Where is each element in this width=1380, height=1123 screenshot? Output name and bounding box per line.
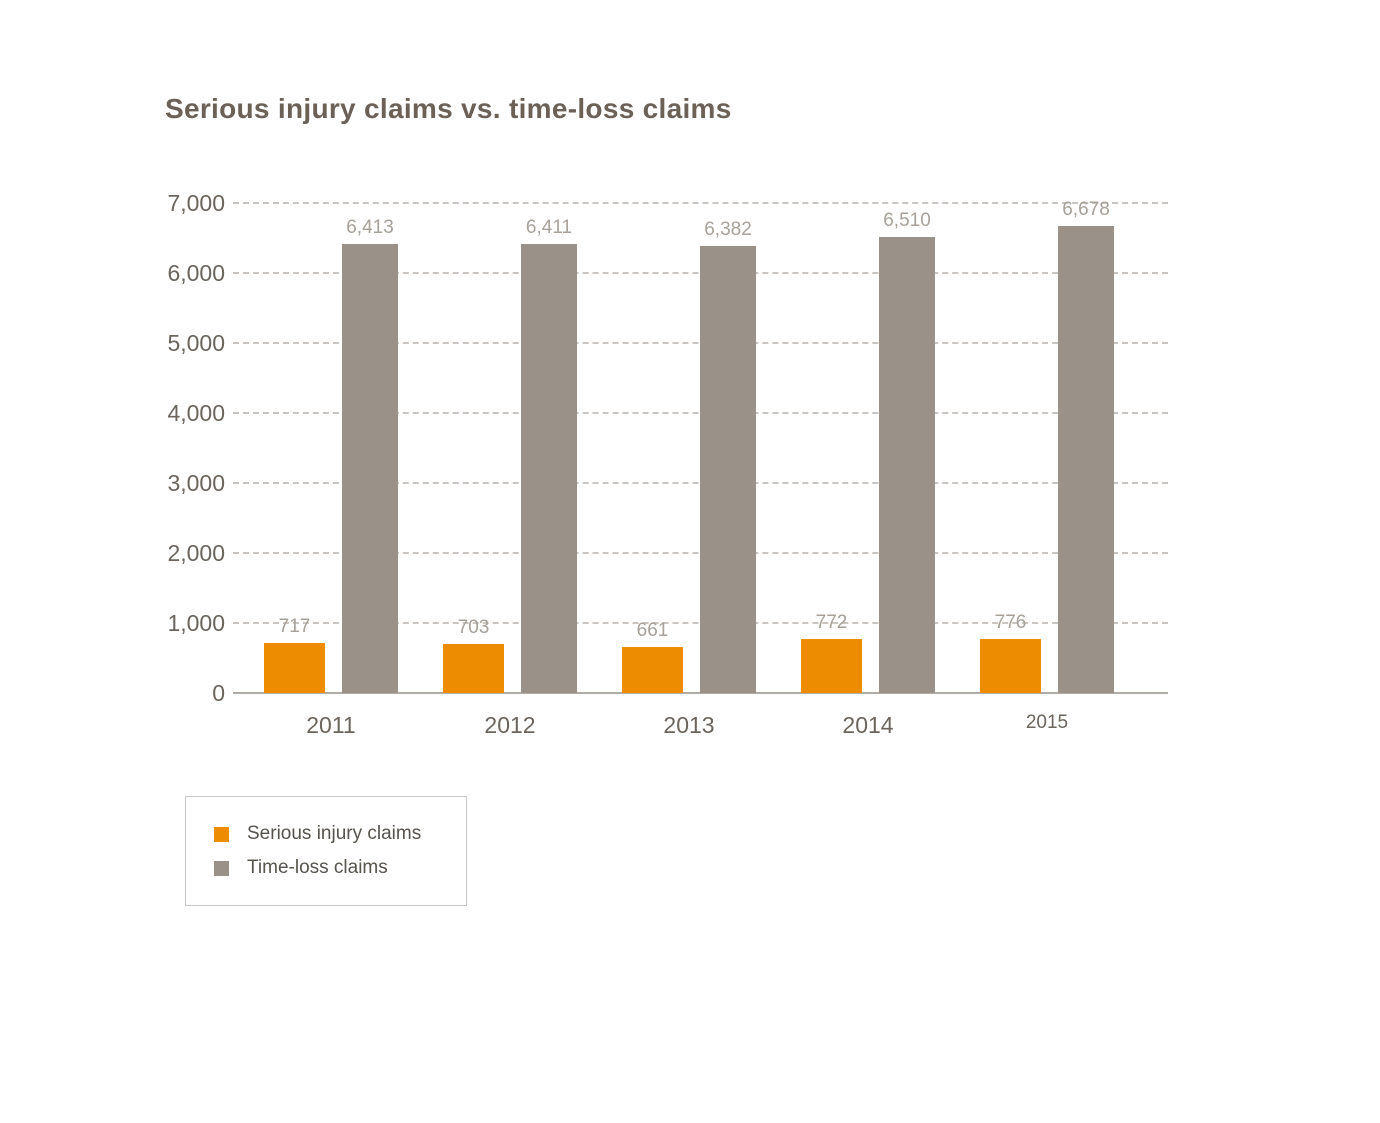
value-label-serious-injury-claims-2014: 772 — [815, 611, 848, 633]
value-label-time-loss-claims-2012: 6,411 — [525, 217, 573, 239]
bar-serious-injury-claims-2014 — [801, 638, 862, 693]
legend-label-serious-injury-claims: Serious injury claims — [247, 823, 422, 844]
x-axis-label-2013: 2013 — [663, 712, 715, 738]
legend-swatch-time-loss-claims-icon — [214, 860, 229, 876]
bar-serious-injury-claims-2012 — [443, 643, 504, 693]
bar-time-loss-claims-2011 — [342, 244, 398, 693]
x-axis-label-2015: 2015 — [1025, 712, 1069, 733]
bar-serious-injury-claims-2011 — [264, 642, 325, 693]
y-axis-tick-label: 4,000 — [167, 400, 225, 426]
y-axis-tick-label: 2,000 — [167, 540, 225, 566]
bar-time-loss-claims-2013 — [700, 246, 756, 693]
value-label-serious-injury-claims-2015: 776 — [994, 611, 1027, 633]
x-axis-line — [233, 692, 1168, 694]
value-label-serious-injury-claims-2011: 717 — [278, 615, 311, 637]
legend-box: Serious injury claims Time-loss claims — [185, 796, 467, 906]
value-label-time-loss-claims-2014: 6,510 — [883, 210, 931, 232]
value-label-time-loss-claims-2013: 6,382 — [704, 219, 752, 241]
x-axis-label-2012: 2012 — [484, 712, 536, 738]
value-label-serious-injury-claims-2012: 703 — [457, 616, 490, 638]
chart-title: Serious injury claims vs. time-loss clai… — [165, 93, 732, 124]
x-axis-label-2014: 2014 — [842, 712, 894, 738]
value-label-time-loss-claims-2011: 6,413 — [346, 217, 394, 239]
value-label-serious-injury-claims-2013: 661 — [636, 619, 669, 641]
x-axis-label-2011: 2011 — [306, 712, 356, 738]
legend-item-time-loss-claims: Time-loss claims — [214, 857, 466, 879]
bar-time-loss-claims-2015 — [1058, 225, 1114, 693]
value-label-time-loss-claims-2015: 6,678 — [1062, 198, 1110, 220]
legend-swatch-serious-injury-claims-icon — [214, 826, 229, 842]
y-axis-tick-label: 5,000 — [167, 330, 225, 356]
legend-label-time-loss-claims: Time-loss claims — [247, 857, 388, 878]
y-axis-tick-label: 6,000 — [167, 260, 225, 286]
bar-time-loss-claims-2012 — [521, 244, 577, 693]
bar-serious-injury-claims-2013 — [622, 646, 683, 693]
gridline-7000 — [233, 202, 1168, 204]
y-axis-tick-label: 3,000 — [167, 470, 225, 496]
y-axis-tick-label: 0 — [212, 680, 225, 706]
legend-item-serious-injury-claims: Serious injury claims — [214, 823, 466, 845]
bar-serious-injury-claims-2015 — [980, 638, 1041, 693]
y-axis-tick-label: 1,000 — [167, 610, 225, 636]
bar-time-loss-claims-2014 — [879, 237, 935, 693]
y-axis-tick-label: 7,000 — [167, 190, 225, 216]
